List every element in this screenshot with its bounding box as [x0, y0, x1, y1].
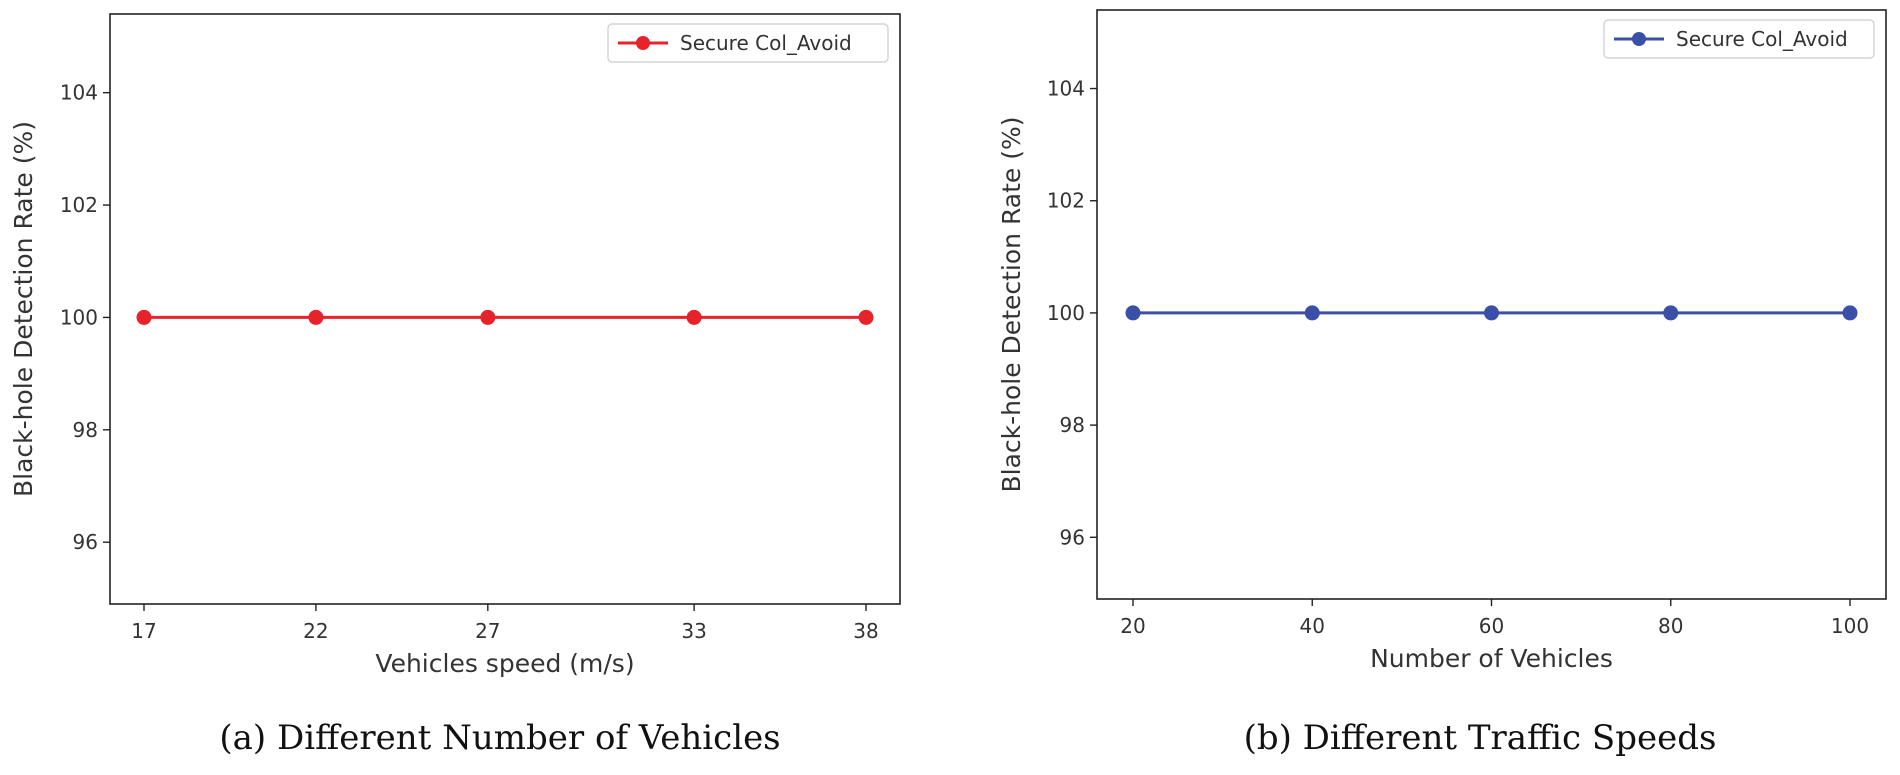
- x-tick-label: 17: [131, 619, 156, 643]
- y-tick-label: 102: [1047, 189, 1085, 213]
- x-tick-label: 27: [475, 619, 500, 643]
- plot-frame: [109, 13, 901, 605]
- plot-frame: [1096, 9, 1887, 600]
- data-point: [1125, 305, 1141, 321]
- y-axis-label: Black-hole Detection Rate (%): [9, 121, 38, 497]
- x-axis-label: Vehicles speed (m/s): [375, 649, 634, 678]
- y-tick-label: 100: [60, 305, 98, 329]
- x-tick-label: 20: [1120, 614, 1145, 638]
- x-tick-label: 38: [853, 619, 878, 643]
- data-point: [136, 309, 152, 325]
- data-point: [1484, 305, 1499, 321]
- chart-a: 96 98 100 102 104 17 22 27 33 38 Vehicles speed (m…: [9, 13, 901, 678]
- legend-label: Secure Col_Avoid: [680, 31, 852, 55]
- y-tick-label: 100: [1047, 301, 1085, 325]
- y-tick-label: 102: [60, 193, 98, 217]
- data-point: [1663, 305, 1679, 321]
- data-point: [686, 309, 702, 325]
- y-tick-label: 96: [73, 530, 98, 554]
- legend-marker: [1632, 32, 1646, 46]
- x-tick-label: 80: [1658, 614, 1683, 638]
- legend: Secure Col_Avoid: [607, 23, 889, 63]
- x-axis-label: Number of Vehicles: [1370, 644, 1613, 673]
- legend-box: [1603, 19, 1875, 59]
- chart-b: 96 98 100 102 104 20 40 60 80 100 Number of Vehicl…: [997, 9, 1887, 673]
- y-tick-label: 98: [1060, 413, 1085, 437]
- legend-marker: [636, 36, 650, 50]
- y-tick-label: 104: [1047, 77, 1085, 101]
- legend-box: [607, 23, 889, 63]
- x-tick-label: 40: [1300, 614, 1325, 638]
- y-axis-label: Black-hole Detection Rate (%): [997, 116, 1026, 492]
- data-point: [308, 309, 324, 325]
- caption-b: (b) Different Traffic Speeds: [1243, 718, 1717, 758]
- data-point: [1304, 305, 1320, 321]
- x-tick-label: 60: [1479, 614, 1504, 638]
- data-point: [858, 309, 874, 325]
- legend-label: Secure Col_Avoid: [1676, 27, 1848, 51]
- data-point: [1842, 305, 1858, 321]
- y-tick-label: 96: [1060, 525, 1085, 549]
- x-tick-label: 22: [303, 619, 328, 643]
- y-tick-label: 104: [60, 81, 98, 105]
- data-point: [480, 309, 496, 325]
- x-tick-label: 100: [1831, 614, 1869, 638]
- legend: Secure Col_Avoid: [1603, 19, 1875, 59]
- y-tick-label: 98: [73, 418, 98, 442]
- x-tick-label: 33: [681, 619, 706, 643]
- caption-a: (a) Different Number of Vehicles: [219, 718, 781, 758]
